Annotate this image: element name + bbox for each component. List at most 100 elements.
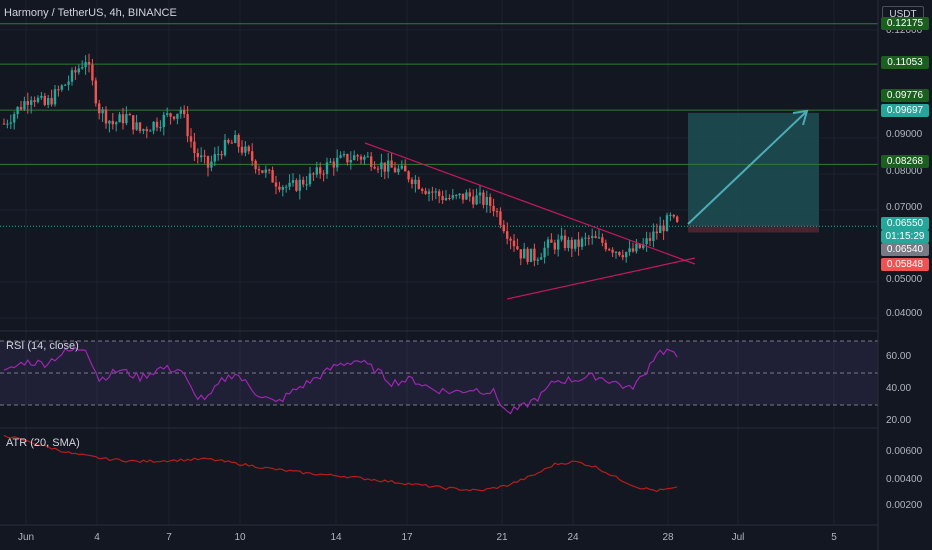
candle-body [23,101,26,110]
candle-body [81,67,84,69]
candle-body [70,70,74,82]
candle-body [36,97,40,102]
candle-body [332,161,335,168]
atr-indicator-label[interactable]: ATR (20, SMA) [6,437,80,449]
candle-body [560,235,563,240]
candle-body [390,160,393,168]
candle-body [376,168,380,170]
candle-body [210,161,213,168]
candle-body [281,187,284,190]
candle-body [475,195,478,205]
rsi-indicator-label[interactable]: RSI (14, close) [6,340,79,352]
candle-body [427,191,431,194]
candle-body [608,249,611,251]
candle-body [84,62,87,68]
candle-body [421,188,424,191]
candle-body [397,168,400,173]
candle-body [441,196,444,201]
candle-body [98,103,101,114]
candle-body [672,214,675,217]
candle-body [312,173,315,175]
candle-body [101,109,104,114]
candle-body [356,155,359,157]
candle-body [302,179,305,185]
candle-body [614,251,618,253]
candle-body [387,160,390,172]
candle-body [638,243,641,249]
time-tick: 7 [166,532,172,543]
candle-body [655,231,658,234]
candle-body [587,237,590,239]
candle-body [434,191,437,193]
candle-body [40,95,43,98]
candle-body [601,237,604,243]
candle-body [319,167,322,174]
atr-tick: 0.00400 [886,474,923,485]
candle-body [485,196,488,205]
rsi-tick: 60.00 [886,351,912,362]
candle-body [67,81,70,85]
candle-body [169,113,172,117]
candle-body [393,167,397,173]
candle-body [26,101,29,105]
atr-line [3,434,678,493]
arrow-head [792,109,809,126]
lower-trendline [506,257,696,300]
candle-body [468,192,471,197]
symbol-title[interactable]: Harmony / TetherUS, 4h, BINANCE [4,7,177,19]
candle-body [57,89,60,91]
candle-body [478,192,482,196]
candle-body [183,110,186,115]
level-label: 0.09776 [881,89,929,102]
candle-body [125,114,128,124]
candle-body [489,196,492,206]
candle-body [465,192,468,200]
candle-body [645,238,648,245]
candle-body [87,62,91,65]
candle-body [631,248,635,252]
candle-body [438,191,441,197]
candle-body [254,160,257,170]
upper-trendline [364,142,696,265]
time-tick: 17 [401,532,413,543]
candlestick-series [2,53,679,267]
candle-body [33,100,36,102]
candle-body [176,113,179,119]
rsi-tick: 20.00 [886,415,912,426]
candle-body [570,239,573,249]
level-label: 0.08268 [881,155,929,168]
price-tick: 0.09000 [886,129,923,140]
candle-body [13,114,16,123]
candle-body [142,129,145,131]
candle-body [349,160,352,163]
candle-body [166,113,169,115]
candle-body [271,170,274,183]
candle-body [557,239,560,250]
candle-body [189,136,193,142]
candle-body [227,139,230,143]
candle-body [461,193,465,200]
candle-body [268,169,271,171]
candle-body [543,247,546,258]
candle-body [625,252,628,258]
level-label: 0.11053 [881,56,929,69]
candle-body [594,236,597,238]
time-tick: 21 [496,532,508,543]
candle-body [502,224,505,232]
bar-countdown: 01:15:29 [881,230,929,243]
profit-zone [688,112,819,227]
candle-body [404,165,407,172]
candle-body [567,239,570,248]
candle-body [305,184,308,186]
candle-body [50,98,53,105]
candle-body [257,169,261,171]
candle-body [213,154,216,162]
candle-body [261,170,264,173]
candle-body [383,162,386,172]
time-tick: 28 [662,532,674,543]
candle-body [642,244,645,249]
candle-body [149,130,152,132]
current-price-label: 0.06550 [881,217,929,230]
rsi-tick: 40.00 [886,383,912,394]
